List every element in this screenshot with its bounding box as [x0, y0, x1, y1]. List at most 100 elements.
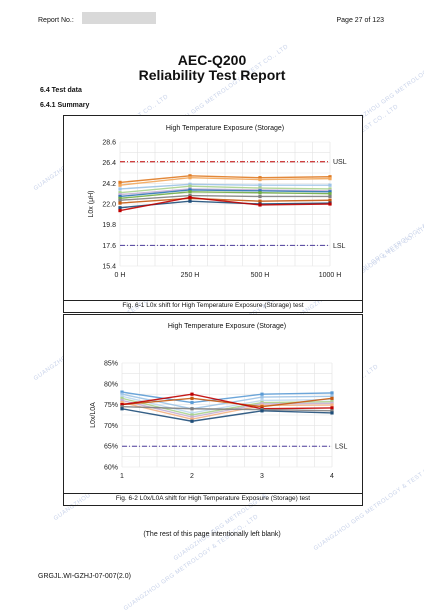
ratio-chart: High Temperature Exposure (Storage) 85% 80…: [90, 323, 348, 480]
data-point: [190, 396, 194, 400]
data-point: [118, 198, 122, 202]
series-line: [119, 176, 331, 186]
x-tick-label: 250 H: [181, 272, 200, 279]
data-point: [328, 183, 332, 187]
figure-caption-1: Fig. 6-1 L0x shift for High Temperature …: [63, 299, 363, 313]
data-point: [188, 176, 192, 180]
series-line: [119, 194, 330, 201]
data-point: [120, 390, 124, 394]
y-tick-label: 17.6: [102, 243, 116, 250]
data-point: [260, 409, 264, 413]
data-point: [190, 415, 194, 419]
page-number: Page 27 of 123: [336, 17, 385, 24]
data-point: [258, 177, 262, 182]
data-point: [328, 192, 332, 196]
series-line: [121, 391, 333, 404]
x-tick-label: 1: [120, 473, 124, 480]
data-point: [118, 183, 122, 187]
data-point: [120, 398, 124, 403]
data-point: [120, 405, 124, 409]
y-tick-label: 80%: [104, 381, 118, 388]
series-line: [119, 197, 331, 204]
data-point: [190, 413, 194, 417]
data-point: [330, 400, 334, 404]
data-point: [188, 195, 192, 200]
series-line: [119, 185, 331, 194]
data-point: [118, 196, 122, 200]
x-tick-label: 3: [260, 473, 264, 480]
data-point: [188, 174, 192, 178]
data-point: [260, 395, 264, 399]
limit-label: LSL: [333, 243, 346, 250]
x-tick-label: 0 H: [115, 272, 126, 279]
limit-label: LSL: [335, 444, 348, 451]
series-line: [119, 191, 331, 200]
y-tick-label: 85%: [104, 361, 118, 368]
x-tick-label: 4: [330, 473, 334, 480]
series-line: [121, 395, 333, 414]
section-heading-summary: 6.4.1 Summary: [40, 102, 90, 109]
data-point: [190, 419, 194, 423]
chart-title: High Temperature Exposure (Storage): [166, 125, 284, 132]
data-point: [260, 402, 264, 406]
data-point: [330, 411, 334, 415]
data-point: [258, 176, 262, 180]
data-point: [330, 394, 334, 398]
document-id: GRGJL.WI-GZHJ-07-007(2.0): [38, 573, 131, 580]
data-point: [188, 184, 192, 188]
section-heading-test-data: 6.4 Test data: [40, 87, 82, 94]
data-point: [188, 188, 192, 192]
figure-caption-2: Fig. 6-2 L0x/L0A shift for High Temperat…: [63, 492, 363, 506]
y-tick-label: 60%: [104, 465, 118, 472]
y-axis-label: L0x (μH): [88, 191, 95, 218]
data-point: [258, 186, 262, 190]
data-point: [330, 409, 334, 413]
data-point: [190, 411, 194, 415]
series-line: [119, 188, 331, 196]
data-point: [258, 199, 262, 203]
data-point: [118, 201, 122, 205]
data-point: [120, 396, 124, 400]
redacted-report-number: [82, 12, 156, 24]
data-point: [118, 206, 122, 210]
series-line: [121, 405, 333, 412]
data-point: [118, 191, 122, 195]
data-point: [328, 177, 332, 181]
series-line: [119, 189, 331, 198]
report-no-label: Report No.:: [38, 17, 74, 24]
data-point: [328, 202, 332, 206]
data-point: [260, 398, 264, 403]
data-point: [188, 193, 192, 198]
data-point: [330, 391, 334, 395]
data-point: [330, 403, 334, 407]
data-point: [330, 396, 334, 400]
inductance-chart: High Temperature Exposure (Storage) 28.6 2…: [88, 125, 347, 279]
data-point: [258, 194, 262, 199]
data-point: [328, 194, 332, 199]
data-point: [258, 189, 262, 193]
x-tick-label: 500 H: [251, 272, 270, 279]
data-point: [258, 183, 262, 187]
data-point: [120, 394, 124, 398]
data-point: [118, 208, 122, 213]
series-line: [121, 399, 333, 418]
blank-page-note: (The rest of this page intentionally lef…: [143, 531, 281, 538]
data-point: [328, 187, 332, 191]
data-point: [190, 417, 194, 421]
data-point: [330, 401, 334, 405]
data-point: [190, 392, 194, 396]
series-line: [119, 175, 331, 184]
data-point: [118, 180, 122, 184]
data-point: [118, 187, 122, 191]
data-point: [260, 392, 264, 396]
limit-label: USL: [333, 159, 347, 166]
data-point: [330, 406, 334, 410]
x-tick-label: 2: [190, 473, 194, 480]
y-tick-label: 75%: [104, 402, 118, 409]
data-point: [188, 190, 192, 194]
series-line: [121, 408, 333, 422]
data-point: [328, 198, 332, 202]
chart-title: High Temperature Exposure (Storage): [168, 323, 286, 330]
report-title-line2: Reliability Test Report: [138, 67, 286, 83]
y-tick-label: 26.4: [102, 160, 116, 167]
